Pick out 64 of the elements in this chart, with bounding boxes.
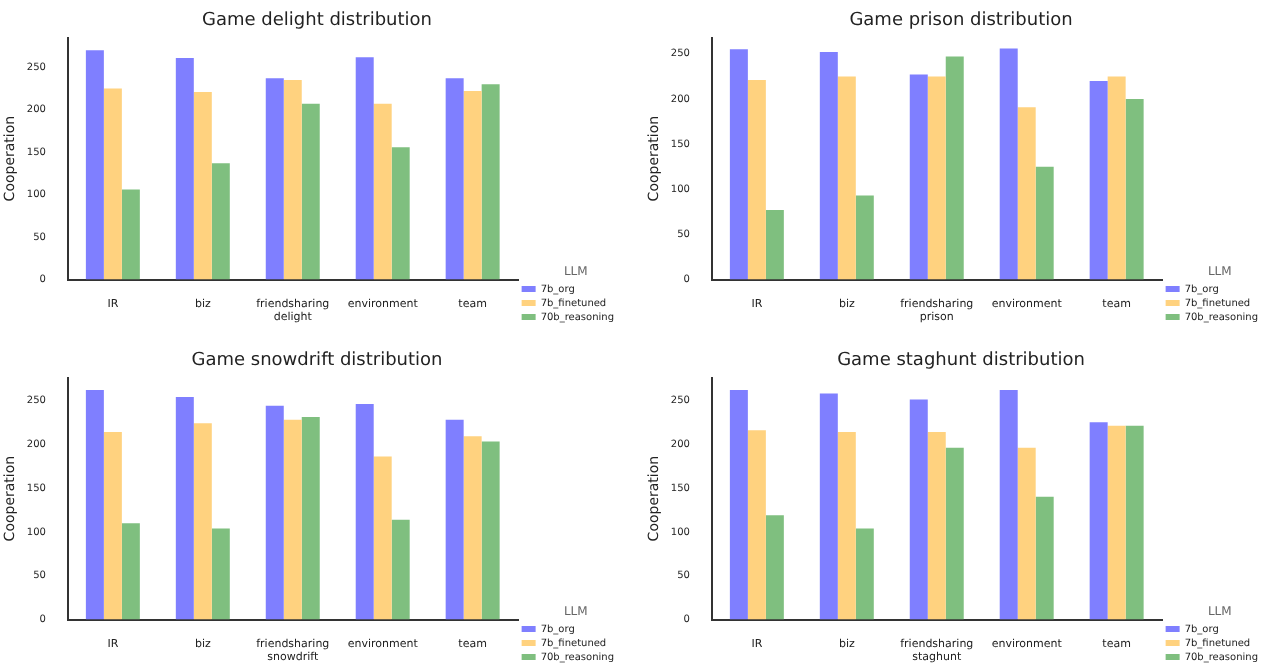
bar <box>837 430 856 619</box>
bar <box>819 392 838 619</box>
bar <box>373 455 392 619</box>
bar <box>1035 166 1054 280</box>
bar <box>301 416 320 619</box>
bar <box>175 57 194 280</box>
bar <box>855 195 874 280</box>
bar <box>355 402 374 619</box>
bar <box>747 80 766 280</box>
bar <box>1107 424 1126 619</box>
bar <box>85 388 104 619</box>
bar <box>1089 80 1108 280</box>
bar <box>463 435 482 619</box>
bar <box>945 56 964 280</box>
bar <box>445 78 464 280</box>
bar <box>445 418 464 619</box>
chart-title: Game prison distribution <box>849 11 1073 32</box>
bar <box>999 48 1018 280</box>
bar <box>283 418 302 619</box>
chart-title: Game staghunt distribution <box>837 350 1085 371</box>
bar <box>765 210 784 280</box>
bar <box>481 84 500 280</box>
bar <box>265 78 284 280</box>
bar <box>927 430 946 619</box>
bar <box>729 49 748 280</box>
bar <box>301 103 320 280</box>
bar <box>819 52 838 280</box>
bar <box>103 88 122 280</box>
bar <box>391 147 410 280</box>
bar <box>175 395 194 619</box>
bar <box>855 527 874 619</box>
bar <box>391 518 410 619</box>
bar <box>999 388 1018 619</box>
bar <box>103 430 122 619</box>
bar <box>729 388 748 619</box>
bar <box>373 103 392 280</box>
bar <box>927 76 946 280</box>
bar <box>265 404 284 619</box>
bar <box>909 398 928 619</box>
bar <box>481 440 500 619</box>
bar <box>121 189 140 280</box>
bar <box>355 57 374 280</box>
bar <box>283 80 302 280</box>
bar <box>765 514 784 619</box>
chart-title: Game snowdrift distribution <box>191 350 443 371</box>
bar <box>1035 495 1054 619</box>
bar <box>1017 107 1036 280</box>
bar <box>945 446 964 619</box>
bar <box>1125 99 1144 280</box>
chart-title: Game delight distribution <box>201 11 433 32</box>
bar <box>463 91 482 280</box>
bar <box>85 50 104 280</box>
bar <box>909 74 928 280</box>
bar <box>1089 421 1108 619</box>
bar <box>837 76 856 280</box>
bar <box>747 429 766 619</box>
bar <box>1017 446 1036 619</box>
bar <box>211 163 230 280</box>
bar <box>193 422 212 619</box>
bar <box>121 522 140 619</box>
bar <box>1125 424 1144 619</box>
bar <box>193 91 212 280</box>
bar <box>211 527 230 619</box>
bar <box>1107 76 1126 280</box>
